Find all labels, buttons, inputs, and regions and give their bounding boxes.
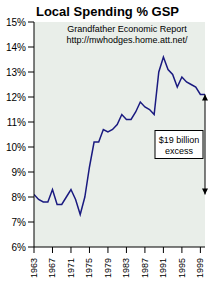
svg-text:1963: 1963 xyxy=(29,258,39,278)
svg-text:15%: 15% xyxy=(8,17,26,28)
svg-text:$19 billion: $19 billion xyxy=(159,135,200,145)
svg-text:6%: 6% xyxy=(12,242,27,253)
svg-text:1995: 1995 xyxy=(177,258,187,278)
svg-text:excess: excess xyxy=(165,146,194,156)
svg-text:11%: 11% xyxy=(8,117,26,128)
svg-text:1987: 1987 xyxy=(140,258,150,278)
html-text:Grandfather Economic Report: Grandfather Economic Report xyxy=(67,24,187,34)
svg-text:7%: 7% xyxy=(12,217,27,228)
svg-text:12%: 12% xyxy=(8,92,26,103)
svg-text:8%: 8% xyxy=(12,192,27,203)
svg-text:14%: 14% xyxy=(8,42,26,53)
svg-text:13%: 13% xyxy=(8,67,26,78)
svg-text:10%: 10% xyxy=(8,142,26,153)
svg-text:1971: 1971 xyxy=(66,258,76,278)
svg-text:1979: 1979 xyxy=(103,258,113,278)
svg-text:1975: 1975 xyxy=(84,258,94,278)
svg-text:1991: 1991 xyxy=(158,258,168,278)
html-text:Local Spending % GSP: Local Spending % GSP xyxy=(36,4,179,19)
svg-text:9%: 9% xyxy=(12,167,27,178)
html-text:http://mwhodges.home.att.net/: http://mwhodges.home.att.net/ xyxy=(66,35,188,45)
svg-text:1999: 1999 xyxy=(195,258,205,278)
svg-text:1983: 1983 xyxy=(121,258,131,278)
svg-text:1967: 1967 xyxy=(47,258,57,278)
